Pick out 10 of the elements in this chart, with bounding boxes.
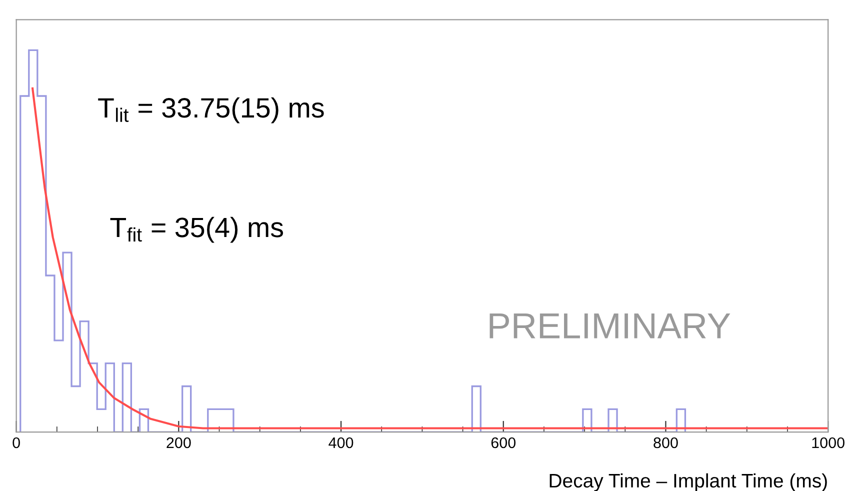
x-tick-label: 200	[166, 437, 191, 448]
x-tick-label: 1000	[812, 437, 844, 448]
annotation: T$_{lit}$ = 33.75(15) ms	[98, 97, 324, 124]
x-tick-label: 600	[491, 437, 516, 448]
x-tick-label: 800	[654, 437, 678, 448]
x-tick-label: 0	[12, 437, 20, 448]
annotation: T$_{fit}$ = 35(4) ms	[110, 216, 283, 243]
x-axis-title: Decay Time – Implant Time (ms)	[550, 473, 827, 491]
x-tick-label: 400	[328, 437, 354, 448]
annotation: PRELIMINARY	[490, 313, 730, 338]
